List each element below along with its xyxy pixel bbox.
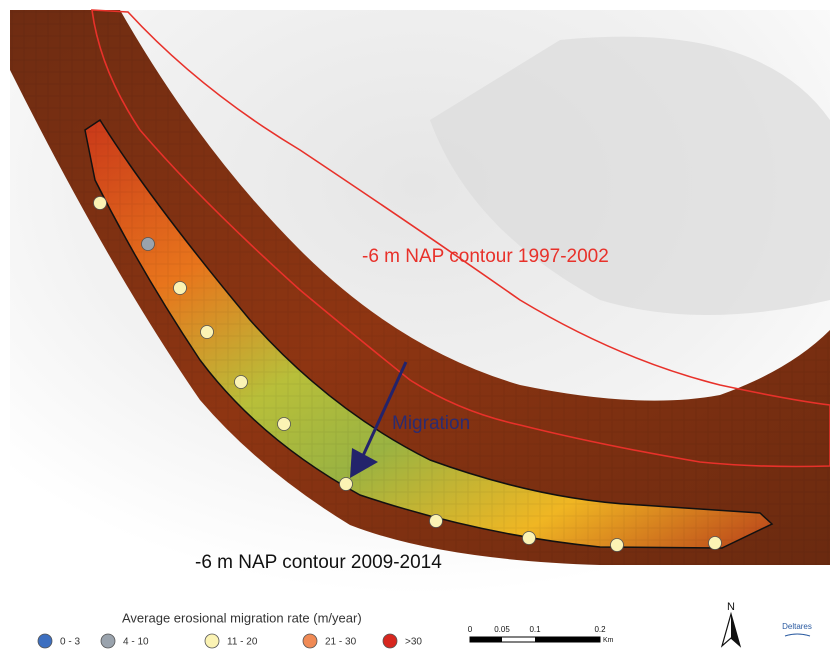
legend-swatch (37, 633, 53, 649)
contour-1997-2002 (91, 9, 830, 468)
migration-label: Migration (392, 413, 470, 434)
scale-label: 0.1 (529, 625, 541, 634)
legend-label: 0 - 3 (60, 637, 80, 648)
survey-point (277, 417, 291, 431)
legend-swatch (302, 633, 318, 649)
pixel-grid (10, 10, 830, 565)
scale-segment (535, 637, 600, 642)
migration-arrow (360, 361, 408, 459)
scale-label: 0 (468, 625, 473, 634)
north-arrow-shade (731, 614, 740, 646)
scale-label: 0.05 (494, 625, 510, 634)
logo-wave (784, 633, 811, 637)
scale-label: 0.2 (594, 625, 606, 634)
legend-label: 4 - 10 (123, 637, 149, 648)
survey-point (522, 531, 536, 545)
legend-label: 21 - 30 (325, 637, 357, 648)
survey-point (141, 237, 155, 251)
scale-segment (470, 637, 502, 642)
survey-point (234, 375, 248, 389)
legend-swatch (382, 633, 398, 649)
scale-unit: Km (603, 637, 614, 644)
contour-new-label: -6 m NAP contour 2009-2014 (195, 552, 442, 573)
survey-point (429, 514, 443, 528)
arrow-head (350, 448, 378, 478)
logo: Deltares (782, 622, 812, 631)
survey-point (610, 538, 624, 552)
legend-title: Average erosional migration rate (m/year… (122, 610, 362, 625)
shoal (430, 36, 830, 316)
legend-swatch (100, 633, 116, 649)
survey-point (173, 281, 187, 295)
contour-old-label: -6 m NAP contour 1997-2002 (362, 246, 609, 267)
survey-point (708, 536, 722, 550)
survey-point (93, 196, 107, 210)
legend-label: >30 (405, 637, 422, 648)
legend-label: 11 - 20 (227, 637, 258, 648)
survey-point (200, 325, 214, 339)
survey-point (339, 477, 353, 491)
north-label: N (727, 601, 735, 613)
legend-swatch (204, 633, 220, 649)
pixel-grid (85, 120, 772, 548)
